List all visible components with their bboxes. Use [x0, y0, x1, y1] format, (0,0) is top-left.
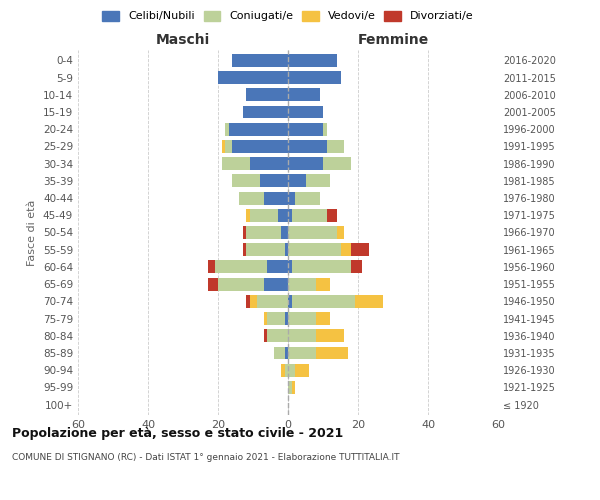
- Bar: [281, 364, 284, 376]
- Bar: [229, 122, 288, 136]
- Bar: [288, 346, 316, 360]
- Bar: [288, 209, 292, 222]
- Bar: [250, 295, 257, 308]
- Bar: [257, 295, 288, 308]
- Bar: [284, 346, 288, 360]
- Bar: [323, 122, 326, 136]
- Bar: [288, 364, 295, 376]
- Bar: [221, 140, 225, 153]
- Bar: [274, 346, 284, 360]
- Bar: [316, 330, 344, 342]
- Bar: [225, 140, 232, 153]
- Bar: [316, 278, 330, 290]
- Bar: [305, 174, 330, 188]
- Bar: [246, 295, 250, 308]
- Bar: [263, 312, 267, 325]
- Bar: [246, 209, 250, 222]
- Text: Maschi: Maschi: [156, 32, 210, 46]
- Bar: [208, 260, 215, 274]
- Legend: Celibi/Nubili, Coniugati/e, Vedovi/e, Divorziati/e: Celibi/Nubili, Coniugati/e, Vedovi/e, Di…: [103, 10, 473, 22]
- Bar: [267, 312, 284, 325]
- Bar: [355, 295, 383, 308]
- Bar: [316, 312, 330, 325]
- Bar: [288, 140, 326, 153]
- Bar: [242, 244, 246, 256]
- Bar: [208, 278, 218, 290]
- Bar: [267, 330, 288, 342]
- Y-axis label: Fasce di età: Fasce di età: [28, 200, 37, 266]
- Bar: [288, 260, 292, 274]
- Bar: [288, 157, 323, 170]
- Text: Popolazione per età, sesso e stato civile - 2021: Popolazione per età, sesso e stato civil…: [12, 428, 343, 440]
- Bar: [218, 71, 288, 84]
- Bar: [326, 140, 344, 153]
- Bar: [341, 244, 351, 256]
- Bar: [295, 192, 320, 204]
- Bar: [323, 157, 351, 170]
- Bar: [288, 174, 305, 188]
- Bar: [267, 260, 288, 274]
- Bar: [263, 278, 288, 290]
- Bar: [337, 226, 344, 239]
- Bar: [288, 381, 292, 394]
- Bar: [292, 381, 295, 394]
- Bar: [284, 312, 288, 325]
- Bar: [242, 226, 246, 239]
- Bar: [288, 312, 316, 325]
- Bar: [326, 209, 337, 222]
- Bar: [239, 192, 263, 204]
- Bar: [260, 174, 288, 188]
- Bar: [295, 364, 309, 376]
- Bar: [288, 71, 341, 84]
- Bar: [263, 330, 267, 342]
- Bar: [288, 106, 323, 118]
- Bar: [316, 346, 347, 360]
- Bar: [242, 106, 288, 118]
- Bar: [232, 174, 260, 188]
- Bar: [288, 192, 295, 204]
- Text: Femmine: Femmine: [358, 32, 428, 46]
- Bar: [288, 122, 323, 136]
- Bar: [281, 226, 288, 239]
- Bar: [246, 226, 281, 239]
- Bar: [250, 209, 277, 222]
- Bar: [263, 192, 288, 204]
- Bar: [351, 244, 368, 256]
- Bar: [288, 278, 316, 290]
- Bar: [351, 260, 361, 274]
- Bar: [215, 260, 267, 274]
- Bar: [246, 88, 288, 101]
- Bar: [288, 244, 341, 256]
- Bar: [221, 157, 250, 170]
- Bar: [288, 54, 337, 67]
- Bar: [218, 278, 263, 290]
- Text: COMUNE DI STIGNANO (RC) - Dati ISTAT 1° gennaio 2021 - Elaborazione TUTTITALIA.I: COMUNE DI STIGNANO (RC) - Dati ISTAT 1° …: [12, 452, 400, 462]
- Bar: [292, 209, 326, 222]
- Bar: [225, 122, 229, 136]
- Bar: [288, 295, 292, 308]
- Bar: [292, 295, 355, 308]
- Bar: [246, 244, 284, 256]
- Bar: [284, 364, 288, 376]
- Bar: [277, 209, 288, 222]
- Bar: [250, 157, 288, 170]
- Bar: [232, 54, 288, 67]
- Bar: [292, 260, 351, 274]
- Bar: [288, 88, 320, 101]
- Bar: [284, 244, 288, 256]
- Bar: [288, 330, 316, 342]
- Bar: [288, 226, 337, 239]
- Bar: [232, 140, 288, 153]
